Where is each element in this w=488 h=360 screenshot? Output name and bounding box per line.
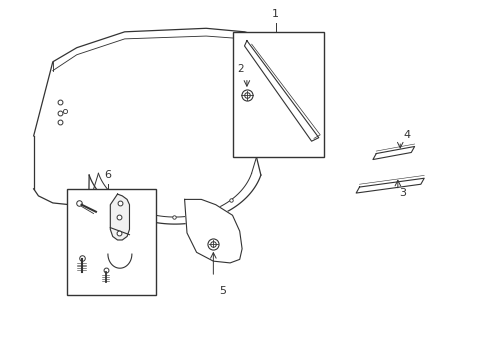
Polygon shape bbox=[372, 147, 414, 159]
Text: 5: 5 bbox=[219, 286, 226, 296]
Polygon shape bbox=[355, 178, 424, 193]
Polygon shape bbox=[110, 194, 129, 240]
Polygon shape bbox=[184, 199, 242, 263]
Text: 2: 2 bbox=[237, 64, 244, 74]
Text: 3: 3 bbox=[398, 188, 406, 198]
Polygon shape bbox=[244, 41, 318, 141]
Bar bbox=[67, 189, 156, 294]
Text: 6: 6 bbox=[104, 170, 111, 180]
Text: 4: 4 bbox=[403, 130, 410, 140]
Bar bbox=[232, 32, 323, 157]
Text: 1: 1 bbox=[272, 9, 279, 19]
